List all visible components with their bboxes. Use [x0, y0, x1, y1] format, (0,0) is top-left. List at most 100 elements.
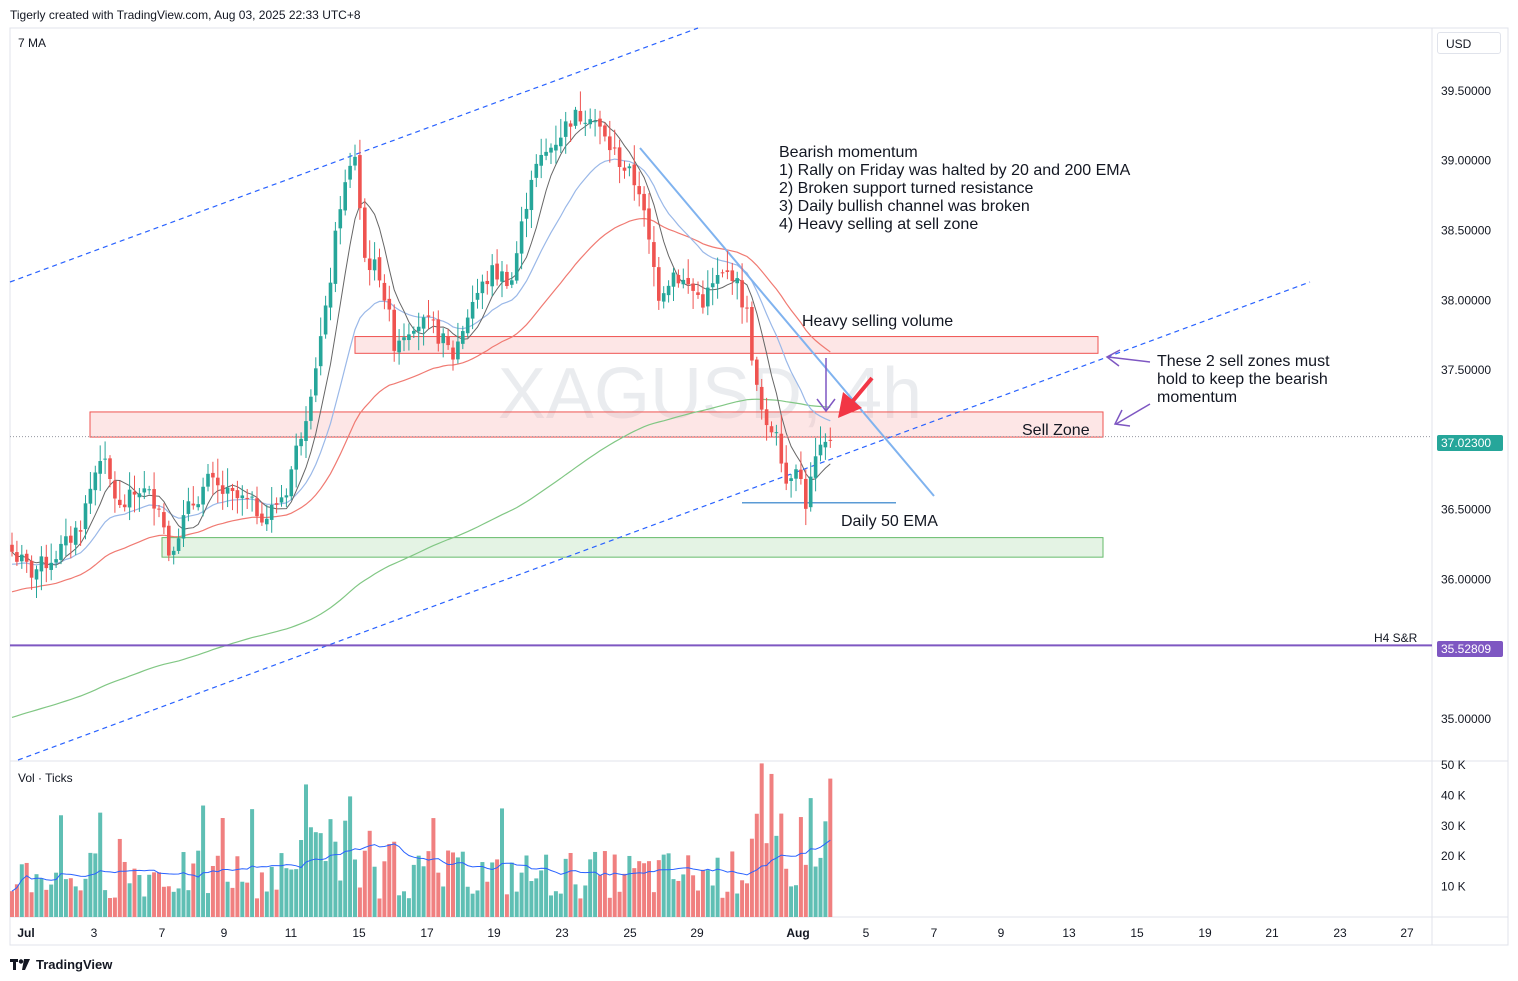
volume-bar[interactable] — [627, 855, 632, 917]
candle[interactable] — [774, 432, 779, 434]
volume-bar[interactable] — [705, 870, 710, 917]
volume-bar[interactable] — [769, 773, 774, 917]
volume-bar[interactable] — [500, 808, 504, 917]
candle[interactable] — [740, 280, 744, 308]
volume-bar[interactable] — [607, 897, 612, 917]
candle[interactable] — [441, 333, 445, 344]
volume-bar[interactable] — [696, 890, 700, 917]
candle[interactable] — [828, 439, 833, 441]
candle[interactable] — [818, 444, 823, 456]
volume-bar[interactable] — [514, 891, 519, 917]
candle[interactable] — [132, 491, 137, 495]
candle[interactable] — [617, 147, 622, 167]
volume-bar[interactable] — [637, 861, 642, 917]
volume-bar[interactable] — [210, 865, 215, 917]
volume-bar[interactable] — [558, 893, 563, 917]
candle[interactable] — [152, 489, 156, 509]
candle[interactable] — [534, 163, 539, 178]
volume-bar[interactable] — [749, 838, 754, 917]
volume-bar[interactable] — [534, 878, 539, 917]
volume-bar[interactable] — [754, 813, 759, 917]
candle[interactable] — [103, 458, 107, 460]
candle[interactable] — [710, 283, 715, 288]
candle[interactable] — [510, 280, 514, 285]
candle[interactable] — [559, 137, 563, 147]
volume-bar[interactable] — [132, 868, 137, 917]
volume-bar[interactable] — [78, 890, 83, 917]
candle[interactable] — [250, 496, 254, 498]
candle[interactable] — [514, 253, 519, 281]
candle[interactable] — [642, 193, 646, 211]
volume-bar[interactable] — [681, 874, 686, 917]
candle[interactable] — [490, 265, 494, 287]
candle[interactable] — [127, 489, 132, 508]
volume-bar[interactable] — [103, 890, 108, 917]
volume-bar[interactable] — [274, 889, 279, 917]
volume-bar[interactable] — [304, 784, 308, 917]
candle[interactable] — [162, 512, 166, 528]
candle[interactable] — [44, 556, 49, 569]
volume-bar[interactable] — [206, 893, 210, 917]
volume-bar[interactable] — [353, 859, 357, 917]
volume-bar[interactable] — [250, 809, 255, 917]
candle[interactable] — [461, 331, 465, 344]
volume-bar[interactable] — [598, 875, 602, 917]
candle[interactable] — [789, 478, 793, 482]
candle[interactable] — [583, 122, 588, 124]
volume-bar[interactable] — [201, 805, 206, 917]
candle[interactable] — [147, 489, 151, 491]
candle[interactable] — [118, 499, 122, 506]
volume-bar[interactable] — [666, 853, 671, 917]
candle[interactable] — [524, 208, 529, 219]
candle[interactable] — [318, 336, 323, 367]
volume-bar[interactable] — [68, 878, 73, 917]
volume-bar[interactable] — [544, 854, 549, 917]
volume-bar[interactable] — [573, 884, 578, 917]
candle[interactable] — [93, 472, 98, 491]
candle[interactable] — [608, 136, 612, 151]
volume-bar[interactable] — [720, 897, 725, 917]
candle[interactable] — [725, 270, 730, 272]
candle[interactable] — [34, 569, 39, 580]
volume-bar[interactable] — [73, 886, 78, 917]
candle[interactable] — [745, 307, 749, 309]
candle[interactable] — [265, 518, 269, 525]
candle[interactable] — [657, 267, 661, 301]
volume-bar[interactable] — [803, 864, 808, 917]
candle[interactable] — [382, 282, 387, 301]
volume-bar[interactable] — [235, 856, 240, 917]
candle[interactable] — [240, 495, 245, 499]
volume-bar[interactable] — [93, 853, 98, 917]
volume-bar[interactable] — [323, 861, 328, 917]
sell-zone-box[interactable] — [89, 411, 1104, 438]
candle[interactable] — [83, 503, 88, 530]
volume-bar[interactable] — [318, 833, 323, 917]
volume-bar[interactable] — [642, 863, 647, 917]
candle[interactable] — [323, 305, 328, 335]
volume-bar[interactable] — [44, 889, 49, 917]
volume-bar[interactable] — [367, 830, 372, 917]
candle[interactable] — [505, 271, 509, 287]
candle[interactable] — [779, 433, 784, 464]
bearish-trendline[interactable] — [639, 147, 935, 497]
volume-bar[interactable] — [294, 869, 299, 917]
volume-bar[interactable] — [784, 868, 789, 917]
volume-bar[interactable] — [161, 886, 166, 917]
volume-bar[interactable] — [245, 882, 250, 917]
candle[interactable] — [632, 164, 637, 186]
volume-bar[interactable] — [215, 855, 220, 917]
volume-bar[interactable] — [602, 851, 607, 917]
candle[interactable] — [495, 263, 499, 280]
candle[interactable] — [157, 508, 161, 510]
candle[interactable] — [568, 123, 573, 127]
volume-bar[interactable] — [563, 858, 568, 917]
volume-bar[interactable] — [402, 891, 406, 917]
volume-bar[interactable] — [10, 891, 14, 917]
volume-bar[interactable] — [583, 885, 588, 917]
volume-bar[interactable] — [759, 763, 764, 917]
candle[interactable] — [24, 553, 29, 562]
volume-bar[interactable] — [691, 875, 696, 917]
candle[interactable] — [730, 270, 735, 281]
candle[interactable] — [309, 396, 313, 421]
volume-bar[interactable] — [387, 843, 392, 917]
